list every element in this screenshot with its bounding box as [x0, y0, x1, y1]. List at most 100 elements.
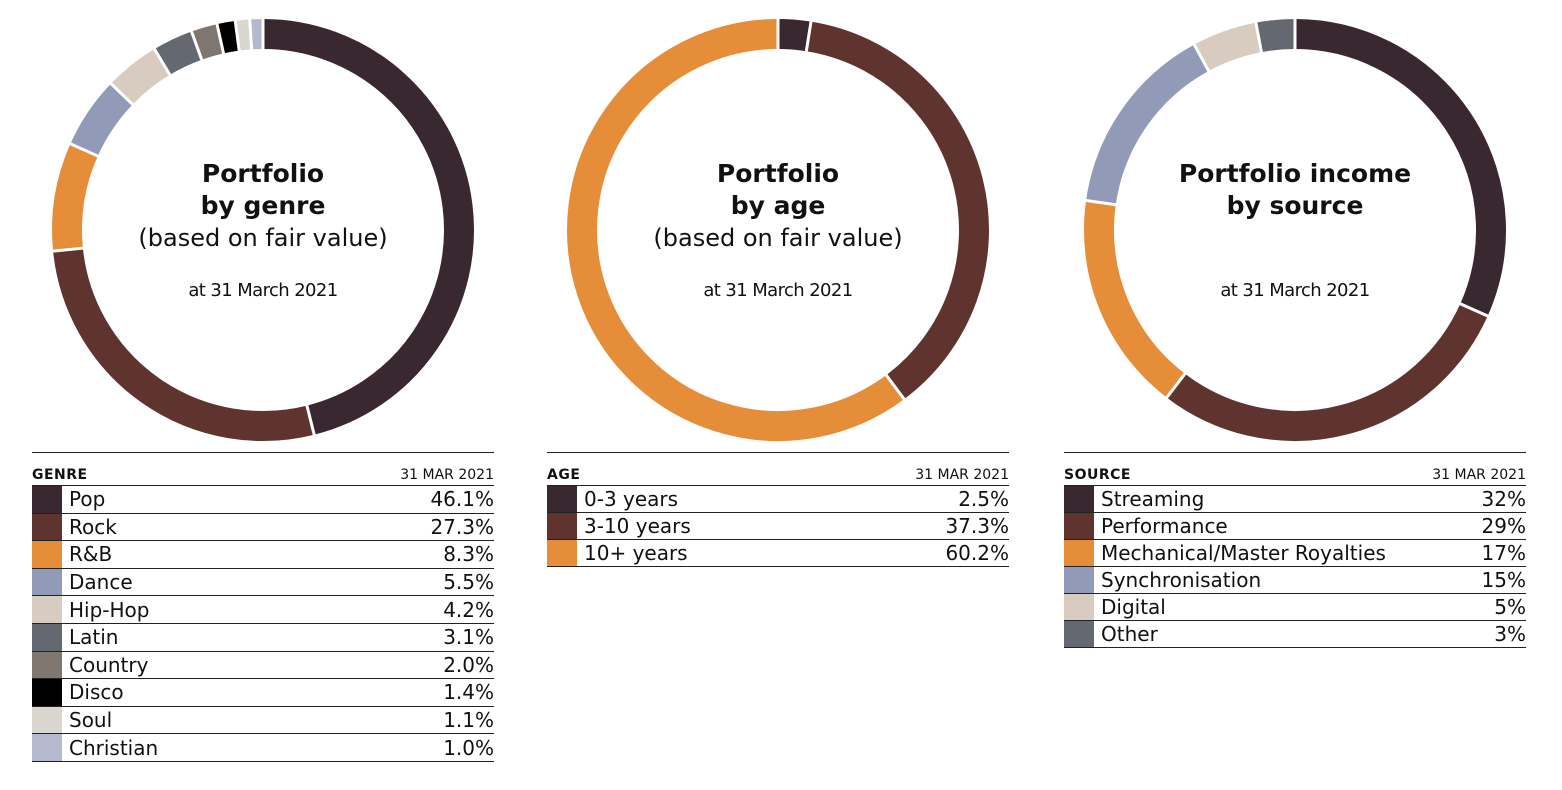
donut-slice-r-b — [52, 143, 98, 252]
legend-value: 29% — [1481, 514, 1526, 538]
donut-slice-streaming — [1294, 19, 1506, 317]
slice-separator — [1458, 302, 1490, 318]
slice-separator — [51, 246, 85, 253]
chart-subtitle: (based on fair value) — [653, 224, 903, 252]
legend-swatch — [547, 486, 577, 512]
chart-title: Portfolio by genre — [32, 158, 494, 222]
chart-title-line-2: by age — [730, 191, 826, 220]
legend-header: SOURCE 31 MAR 2021 — [1064, 453, 1526, 486]
donut-slice-dance — [70, 83, 133, 157]
legend-label: Other — [1101, 622, 1158, 646]
legend-value: 1.1% — [443, 708, 494, 733]
legend-value: 1.0% — [443, 735, 494, 760]
legend-row: Dance 5.5% — [32, 568, 494, 597]
legend-label: Rock — [69, 514, 117, 539]
legend-row: Mechanical/Master Royalties 17% — [1064, 540, 1526, 567]
legend-label: 0-3 years — [584, 487, 679, 511]
legend-value: 32% — [1481, 487, 1526, 511]
donut-svg — [51, 18, 474, 441]
legend-row: Soul 1.1% — [32, 706, 494, 735]
legend-row: Synchronisation 15% — [1064, 567, 1526, 594]
donut-svg — [1084, 18, 1506, 441]
legend-row: Hip-Hop 4.2% — [32, 596, 494, 624]
legend-value: 2.5% — [958, 487, 1009, 511]
legend-value: 3% — [1494, 622, 1526, 646]
legend-swatch — [1064, 594, 1094, 620]
slice-separator — [233, 19, 241, 52]
chart-title: Portfolio by age — [547, 158, 1009, 222]
chart-title: Portfolio income by source — [1064, 158, 1526, 222]
donut-slice-rock — [53, 248, 315, 441]
legend-swatch — [1064, 621, 1094, 647]
legend-label: Latin — [69, 625, 119, 650]
legend-label: Digital — [1101, 595, 1166, 619]
legend-value: 46.1% — [430, 487, 494, 512]
slice-separator — [68, 141, 100, 158]
legend-value: 8.3% — [443, 542, 494, 567]
slice-separator — [305, 404, 316, 437]
legend-value: 15% — [1481, 568, 1526, 592]
slice-separator — [152, 47, 172, 77]
legend-value-header: 31 MAR 2021 — [400, 467, 494, 483]
chart-date: at 31 March 2021 — [188, 280, 338, 301]
donut-chart-age — [547, 0, 1009, 450]
slice-separator — [804, 20, 813, 53]
donut-slice-digital — [1194, 22, 1262, 72]
legend-label: Christian — [69, 735, 159, 760]
legend-label: Streaming — [1101, 487, 1205, 511]
chart-date: at 31 March 2021 — [1220, 280, 1370, 301]
legend-value-header: 31 MAR 2021 — [915, 467, 1009, 483]
legend-value: 5.5% — [443, 570, 494, 595]
legend-header: AGE 31 MAR 2021 — [547, 453, 1009, 486]
legend-value: 3.1% — [443, 625, 494, 650]
legend-label: Synchronisation — [1101, 568, 1262, 592]
legend-label: Performance — [1101, 514, 1228, 538]
chart-date: at 31 March 2021 — [703, 280, 853, 301]
legend-value: 5% — [1494, 595, 1526, 619]
legend-row: Pop 46.1% — [32, 486, 494, 514]
legend-row: Streaming 32% — [1064, 486, 1526, 513]
legend-row: Christian 1.0% — [32, 734, 494, 762]
legend-label: Disco — [69, 680, 124, 705]
legend-header: GENRE 31 MAR 2021 — [32, 453, 494, 486]
donut-center-source: Portfolio income by source at 31 March 2… — [1064, 0, 1526, 450]
legend-label: R&B — [69, 542, 113, 567]
legend-row: Other 3% — [1064, 621, 1526, 648]
legend-swatch — [32, 734, 62, 761]
legend-swatch — [32, 541, 62, 568]
legend-swatch — [32, 706, 62, 734]
legend-label: Pop — [69, 487, 106, 512]
legend-label: Country — [69, 652, 149, 677]
chart-title-line-1: Portfolio — [716, 159, 840, 188]
slice-separator — [884, 373, 906, 401]
donut-slice-pop — [262, 19, 474, 435]
legend-label: Mechanical/Master Royalties — [1101, 541, 1386, 565]
chart-title-line-2: by genre — [200, 191, 326, 220]
donut-chart-genre — [32, 0, 494, 450]
donut-slice-hip-hop — [111, 49, 171, 105]
slice-separator — [1084, 198, 1117, 207]
legend-swatch — [1064, 540, 1094, 566]
legend-value: 60.2% — [945, 541, 1009, 565]
slice-separator — [248, 18, 254, 51]
legend-swatch — [1064, 513, 1094, 539]
legend-category-header: GENRE — [32, 467, 88, 483]
donut-center-genre: Portfolio by genre (based on fair value)… — [32, 0, 494, 450]
legend-label: 10+ years — [584, 541, 688, 565]
legend-row: Disco 1.4% — [32, 679, 494, 707]
legend-value: 4.2% — [443, 597, 494, 622]
slice-separator — [1192, 43, 1211, 73]
legend-label: 3-10 years — [584, 514, 691, 538]
legend-value: 37.3% — [945, 514, 1009, 538]
legend-swatch — [32, 568, 62, 596]
legend-category-header: AGE — [547, 467, 581, 483]
slice-separator — [109, 81, 135, 107]
legend-label: Hip-Hop — [69, 597, 150, 622]
slice-separator — [1254, 21, 1264, 54]
donut-center-age: Portfolio by age (based on fair value) a… — [547, 0, 1009, 450]
legend-swatch — [32, 596, 62, 623]
legend-value: 2.0% — [443, 652, 494, 677]
legend-row: Latin 3.1% — [32, 623, 494, 652]
slice-separator — [189, 30, 204, 62]
donut-chart-source — [1064, 0, 1526, 450]
